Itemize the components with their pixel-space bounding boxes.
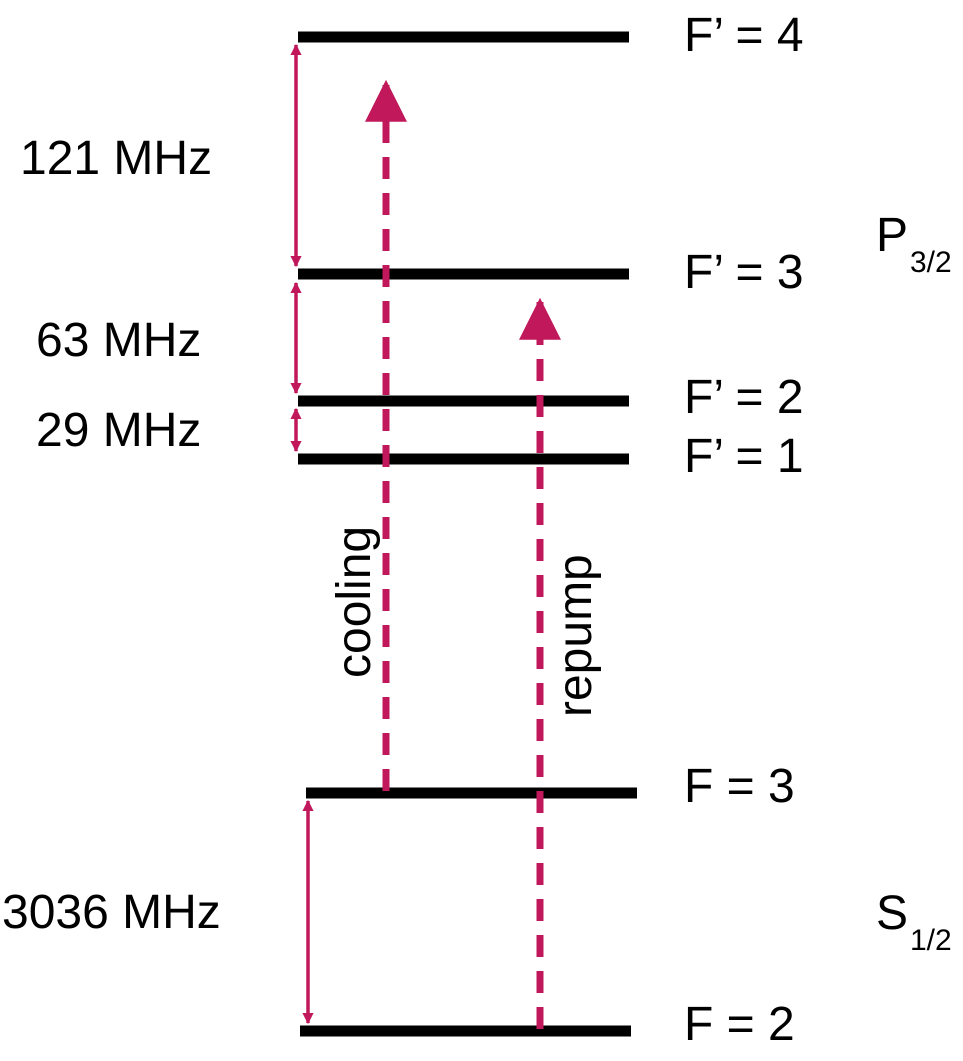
- splitting-label-3036: 3036 MHz: [2, 886, 221, 939]
- level-label-f1-prime: F’ = 1: [684, 430, 804, 483]
- manifold-label-p: P: [876, 209, 908, 262]
- manifold-subscript-s: 1/2: [910, 924, 952, 957]
- splitting-label-121: 121 MHz: [20, 132, 212, 185]
- cooling-label: cooling: [328, 526, 381, 678]
- level-label-f2-prime: F’ = 2: [684, 371, 804, 424]
- manifold-label-s: S: [876, 887, 908, 940]
- level-label-f3: F = 3: [684, 760, 795, 813]
- splitting-label-63: 63 MHz: [36, 314, 201, 367]
- level-label-f4-prime: F’ = 4: [684, 9, 804, 62]
- manifold-subscript-p: 3/2: [910, 246, 952, 279]
- splitting-label-29: 29 MHz: [36, 404, 201, 457]
- level-label-f2: F = 2: [684, 998, 795, 1051]
- repump-label: repump: [549, 554, 602, 717]
- level-label-f3-prime: F’ = 3: [684, 246, 804, 299]
